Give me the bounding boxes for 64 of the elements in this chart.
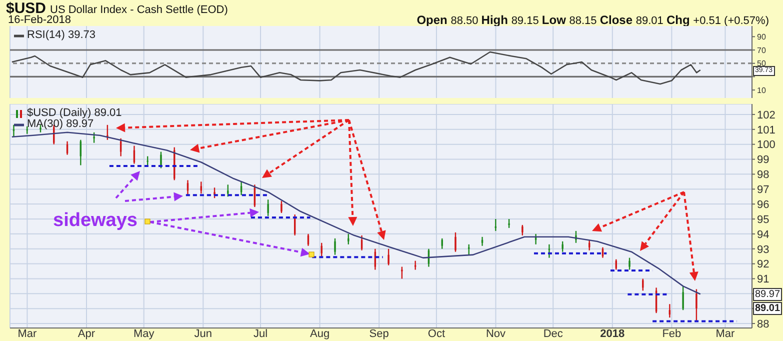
x-tick-label: Apr bbox=[78, 328, 96, 340]
y-tick-label: 99 bbox=[757, 154, 770, 166]
text: 89.01 bbox=[753, 302, 782, 316]
text: Open 88.50 High 89.15 Low 88.15 Close 89.01 Chg +0.51 (+0.57%) bbox=[416, 13, 769, 27]
x-tick-label: Sep bbox=[369, 328, 389, 340]
x-tick-label: Mar bbox=[716, 328, 736, 340]
y-tick-label: 70 bbox=[757, 46, 766, 55]
candlestick bbox=[388, 248, 390, 266]
y-tick-label: 98 bbox=[757, 169, 770, 182]
candlestick bbox=[280, 200, 282, 214]
y-tick-label: 93 bbox=[757, 244, 770, 256]
line-series bbox=[11, 132, 702, 295]
legend-label: MA(30) 89.97 bbox=[27, 118, 94, 130]
y-tick-label: 100 bbox=[757, 139, 776, 152]
candlestick bbox=[642, 278, 644, 292]
candlestick bbox=[494, 218, 497, 232]
candlestick bbox=[348, 233, 350, 245]
candlestick bbox=[468, 244, 470, 256]
y-tick-label: 96 bbox=[757, 198, 770, 211]
x-tick-label: Nov bbox=[486, 328, 506, 340]
x-tick-label: Aug bbox=[310, 328, 330, 340]
candlestick bbox=[562, 240, 564, 252]
y-tick-label: 94 bbox=[757, 228, 770, 241]
legend-label: RSI(14) 39.73 bbox=[27, 29, 96, 41]
x-tick-label: Jun bbox=[194, 328, 212, 340]
y-tick-label: 10 bbox=[757, 86, 766, 95]
y-tick-label: 88 bbox=[757, 318, 770, 330]
candlestick bbox=[40, 124, 42, 133]
candlestick bbox=[401, 266, 403, 280]
candlestick bbox=[522, 224, 524, 236]
candlestick bbox=[227, 184, 229, 198]
y-tick-label: 91 bbox=[757, 274, 770, 286]
candlestick bbox=[441, 238, 443, 250]
candlestick bbox=[334, 238, 336, 256]
annotation: 16-Feb-2018 bbox=[8, 14, 71, 26]
x-tick-label: Feb bbox=[662, 328, 682, 340]
y-tick-label: 97 bbox=[757, 184, 770, 196]
annotation: sideways bbox=[53, 210, 138, 231]
y-tick-label: 90 bbox=[757, 32, 766, 42]
candlestick bbox=[414, 260, 416, 270]
candlestick bbox=[508, 218, 510, 229]
candlestick bbox=[93, 132, 95, 144]
y-tick-label: 101 bbox=[757, 124, 776, 136]
candlestick bbox=[628, 257, 630, 270]
x-tick-label: May bbox=[133, 328, 155, 340]
x-tick-label: 2018 bbox=[600, 328, 625, 340]
x-tick-label: Dec bbox=[543, 328, 564, 340]
y-tick-label: 50 bbox=[757, 59, 766, 68]
chart-subtitle: US Dollar Index - Cash Settle (EOD) bbox=[50, 4, 228, 16]
legend-label: $USD (Daily) 89.01 bbox=[27, 107, 122, 119]
x-tick-label: Jul bbox=[253, 328, 268, 340]
candlestick bbox=[454, 232, 456, 252]
text: 89.97 bbox=[753, 288, 782, 302]
y-tick-label: 102 bbox=[757, 109, 776, 122]
line-series bbox=[11, 51, 702, 85]
candlestick bbox=[160, 151, 162, 169]
y-tick-label: 92 bbox=[757, 258, 770, 271]
candlestick bbox=[267, 198, 269, 217]
x-tick-label: Mar bbox=[18, 328, 38, 340]
candlestick bbox=[682, 286, 684, 311]
candlestick bbox=[12, 124, 15, 138]
candlestick bbox=[696, 288, 698, 322]
y-tick-label: 95 bbox=[757, 214, 770, 226]
x-tick-label: Oct bbox=[428, 328, 446, 340]
